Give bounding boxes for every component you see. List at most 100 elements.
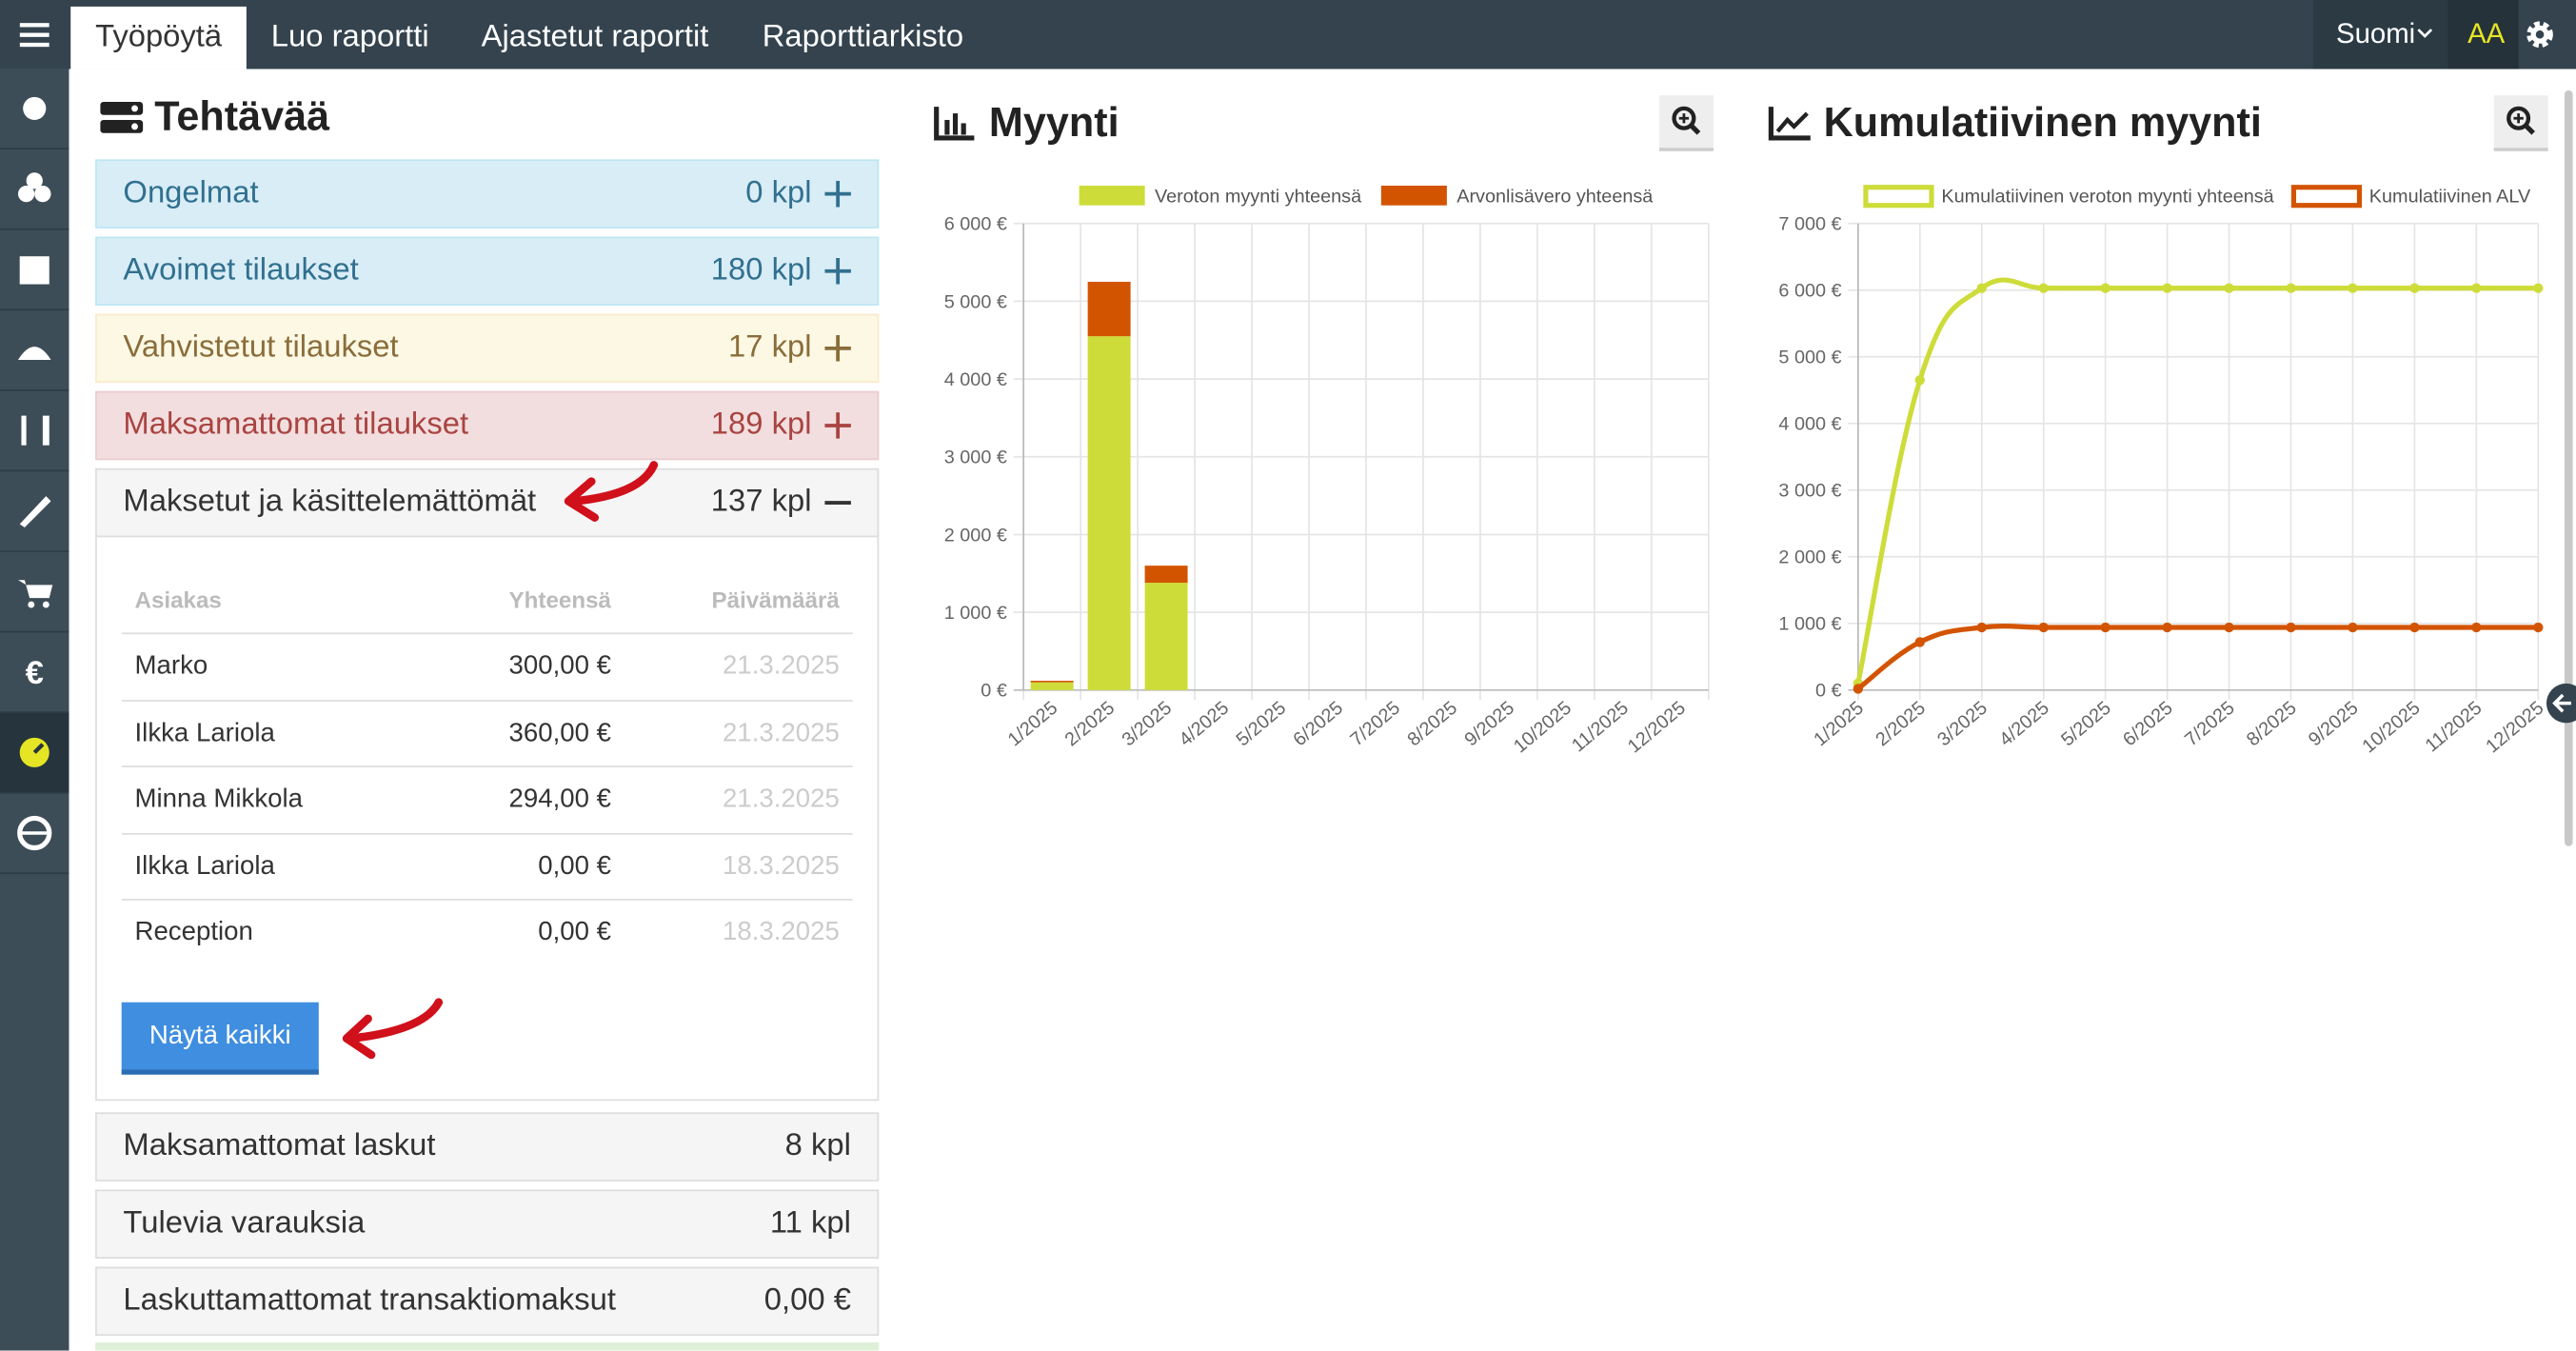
point	[2100, 622, 2110, 633]
task-row[interactable]: Vahvistetut tilaukset 17 kpl	[95, 313, 880, 384]
point	[2409, 283, 2420, 293]
x-tick-label: 2/2025	[1061, 698, 1120, 751]
x-tick-label: 1/2025	[1810, 698, 1868, 751]
y-tick-label: 1 000 €	[944, 603, 1007, 624]
menu-icon[interactable]	[19, 21, 50, 48]
x-tick-label: 11/2025	[2422, 698, 2487, 757]
task-row[interactable]: Tulevia varauksia 11 kpl	[95, 1189, 880, 1259]
table-cell: 294,00 €	[508, 785, 611, 814]
expand-icon[interactable]	[824, 335, 851, 362]
table-row[interactable]: Reception 0,00 € 18.3.2025	[121, 898, 853, 966]
show-all-button[interactable]: Näytä kaikki	[121, 1002, 319, 1075]
task-label: Avoimet tilaukset	[123, 252, 359, 288]
x-tick-label: 10/2025	[1510, 698, 1575, 758]
x-tick-label: 11/2025	[1568, 698, 1633, 757]
expand-icon[interactable]	[824, 180, 851, 208]
nav-icon[interactable]	[0, 794, 69, 875]
point	[2286, 283, 2296, 293]
collapse-icon[interactable]	[824, 489, 851, 516]
legend-label: Kumulatiivinen veroton myynti yhteensä	[1941, 186, 2274, 207]
column-header: Yhteensä	[508, 586, 611, 613]
task-label: Maksetut ja käsittelemättömät	[123, 485, 537, 520]
legend-label: Kumulatiivinen ALV	[2369, 186, 2531, 207]
tasks-icon	[100, 101, 144, 133]
nav-icon[interactable]	[0, 230, 69, 311]
x-tick-label: 3/2025	[1933, 698, 1991, 751]
point	[2224, 622, 2234, 633]
point	[2162, 622, 2172, 633]
bar-segment	[1144, 583, 1188, 690]
y-tick-label: 6 000 €	[944, 214, 1007, 235]
nav-icon[interactable]	[0, 391, 69, 472]
legend-swatch	[1863, 185, 1934, 209]
y-tick-label: 7 000 €	[1778, 214, 1841, 235]
scrollbar[interactable]	[2564, 89, 2573, 846]
task-row[interactable]: Ongelmat 0 kpl	[95, 159, 880, 228]
tab[interactable]: Raporttiarkisto	[762, 19, 964, 54]
chart: 0 € 1 000 € 2 000 € 3 000 € 4 000 € 5 000 € 6 …	[1778, 185, 2547, 758]
table-cell: 21.3.2025	[723, 652, 840, 681]
table-cell: 0,00 €	[538, 918, 611, 947]
bar-segment	[1087, 336, 1131, 690]
collapse-handle[interactable]	[2543, 680, 2576, 725]
column-header: Päivämäärä	[711, 586, 840, 613]
x-tick-label: 5/2025	[2057, 698, 2115, 751]
nav-icon[interactable]	[0, 149, 69, 230]
table-row[interactable]: Ilkka Lariola 360,00 € 21.3.2025	[121, 699, 853, 766]
task-row[interactable]: Avoimet tilaukset 180 kpl	[95, 236, 880, 306]
point	[2533, 622, 2544, 633]
table-cell: Ilkka Lariola	[134, 851, 275, 881]
tab[interactable]: Työpöytä	[70, 6, 248, 70]
task-count: 8 kpl	[784, 1128, 851, 1163]
x-tick-label: 1/2025	[1004, 698, 1062, 751]
table-row[interactable]: Minna Mikkola 294,00 € 21.3.2025	[121, 765, 853, 833]
sidebar: €	[0, 69, 69, 1351]
point	[2100, 283, 2110, 293]
task-label: Laskuttamattomat transaktiomaksut	[123, 1282, 617, 1319]
point	[2348, 283, 2358, 293]
task-row[interactable]: Maksetut ja käsittelemättömät 137 kpl	[95, 467, 880, 538]
table-row[interactable]: Ilkka Lariola 0,00 € 18.3.2025	[121, 832, 853, 900]
language-select[interactable]: Suomi	[2312, 0, 2448, 70]
x-tick-label: 10/2025	[2358, 698, 2424, 758]
caret	[2417, 29, 2433, 38]
legend-swatch	[1079, 186, 1145, 206]
task-count: 189 kpl	[710, 407, 812, 443]
task-count: 17 kpl	[728, 329, 812, 366]
task-count: 180 kpl	[710, 252, 812, 288]
bar-segment	[1030, 681, 1074, 683]
nav-icon[interactable]	[0, 471, 69, 552]
x-tick-label: 8/2025	[1403, 698, 1461, 751]
tab[interactable]: Luo raportti	[270, 19, 429, 54]
point	[2533, 283, 2544, 293]
table-cell: 18.3.2025	[723, 851, 840, 881]
point	[1976, 283, 1987, 293]
table-cell: 21.3.2025	[723, 785, 840, 814]
x-tick-label: 8/2025	[2243, 698, 2301, 751]
nav-icon[interactable]: €	[0, 632, 69, 713]
x-tick-label: 9/2025	[1460, 698, 1518, 751]
table-row[interactable]: Marko 300,00 € 21.3.2025	[121, 632, 853, 700]
zoom-button[interactable]	[2493, 95, 2548, 151]
point	[2286, 622, 2296, 633]
point	[1853, 684, 1864, 694]
tab[interactable]: Ajastetut raportit	[481, 19, 709, 54]
nav-icon[interactable]	[0, 310, 69, 391]
task-count: 137 kpl	[710, 485, 812, 520]
font-size-toggle[interactable]: AA	[2447, 0, 2519, 70]
y-tick-label: 4 000 €	[944, 369, 1007, 390]
y-tick-label: 3 000 €	[944, 447, 1007, 468]
nav-icon[interactable]	[0, 69, 69, 150]
nav-icon[interactable]	[0, 552, 69, 633]
x-tick-label: 7/2025	[1346, 698, 1404, 751]
nav-icon-active[interactable]	[0, 712, 69, 794]
task-row[interactable]: Maksamattomat tilaukset 189 kpl	[95, 390, 880, 461]
expand-icon[interactable]	[824, 412, 851, 439]
chart-title: Myynti	[988, 100, 1120, 147]
task-row[interactable]: Laskuttamattomat transaktiomaksut 0,00 €	[95, 1266, 880, 1337]
zoom-button[interactable]	[1659, 95, 1714, 151]
settings-icon[interactable]	[2526, 20, 2555, 50]
task-row[interactable]: Maksamattomat laskut 8 kpl	[95, 1112, 880, 1182]
table-cell: 0,00 €	[538, 851, 611, 881]
expand-icon[interactable]	[824, 257, 851, 285]
